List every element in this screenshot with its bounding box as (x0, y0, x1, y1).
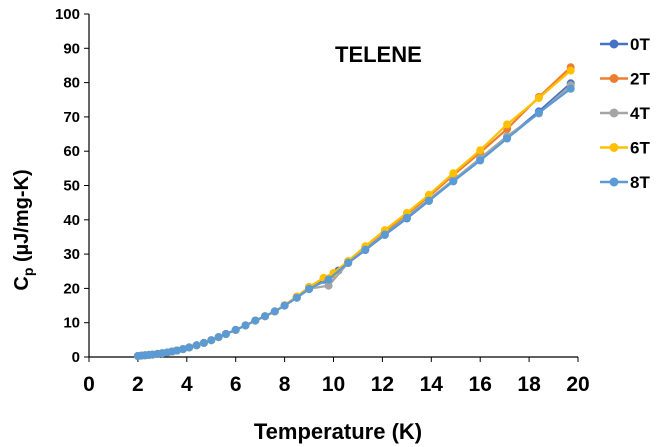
y-tick-label: 100 (55, 6, 80, 23)
data-point (270, 307, 279, 316)
legend-item-8T: 8T (600, 173, 650, 192)
y-axis-title-sub: p (20, 268, 36, 277)
legend-label: 4T (630, 104, 650, 123)
y-tick-label: 20 (63, 280, 80, 297)
series-8T (133, 84, 575, 360)
data-point (424, 190, 433, 199)
data-point (214, 333, 223, 342)
data-point (476, 146, 485, 155)
x-tick-label: 2 (132, 373, 144, 396)
x-tick-label: 14 (420, 373, 444, 396)
data-point (324, 281, 333, 290)
legend-item-6T: 6T (600, 139, 650, 158)
series-line (137, 66, 572, 358)
data-point (503, 120, 512, 129)
y-tick-label: 80 (63, 75, 80, 92)
data-point (231, 325, 240, 334)
data-point (280, 301, 289, 310)
series-6T (133, 66, 575, 360)
data-point (534, 94, 543, 102)
x-tick-label: 20 (566, 373, 589, 396)
y-tick-label: 30 (63, 246, 80, 263)
legend-item-4T: 4T (600, 104, 650, 123)
legend-label: 8T (630, 173, 650, 192)
data-point (173, 346, 181, 355)
x-tick-label: 6 (230, 373, 242, 396)
x-axis-title: Temperature (K) (254, 419, 422, 444)
data-point (241, 321, 250, 330)
legend-label: 6T (630, 139, 650, 158)
data-point (503, 134, 512, 143)
series-line (137, 69, 572, 358)
y-axis-title: Cp (µJ/mg-K) (11, 169, 36, 290)
x-tick-label: 16 (469, 373, 492, 396)
legend-item-2T: 2T (600, 70, 650, 89)
y-tick-label: 90 (63, 40, 80, 57)
data-point (221, 330, 230, 338)
data-point (324, 275, 333, 284)
data-point (251, 316, 260, 325)
data-point (185, 343, 194, 352)
data-point (534, 108, 543, 117)
y-tick-label: 60 (63, 143, 80, 160)
data-point (476, 156, 485, 165)
y-tick-label: 70 (63, 109, 80, 126)
chart-annotation: TELENE (335, 42, 422, 67)
legend-marker (609, 143, 619, 152)
data-point (402, 213, 411, 222)
y-axis-title-rest: (µJ/mg-K) (11, 169, 33, 267)
data-point (449, 177, 458, 186)
y-axis-title-main: C (11, 276, 33, 290)
data-point (380, 230, 389, 239)
data-point (179, 345, 188, 354)
x-tick-label: 8 (279, 373, 291, 396)
x-tick-label: 12 (371, 373, 394, 396)
y-tick-label: 0 (72, 349, 80, 366)
x-tick-label: 4 (181, 373, 193, 396)
data-point (207, 336, 216, 345)
data-point (292, 293, 301, 302)
legend-item-0T: 0T (600, 35, 650, 54)
data-point (361, 245, 370, 254)
y-tick-label: 10 (63, 315, 80, 332)
y-tick-label: 50 (63, 178, 80, 195)
legend-label: 2T (630, 70, 650, 89)
data-point (261, 312, 269, 321)
data-point (199, 338, 208, 347)
data-point (449, 169, 458, 178)
data-point (192, 341, 201, 350)
data-point (424, 196, 433, 205)
x-tick-label: 0 (83, 373, 95, 396)
x-tick-label: 10 (322, 373, 345, 396)
series-layer (133, 63, 575, 360)
data-point (566, 84, 575, 93)
legend-marker (609, 39, 619, 49)
legend-marker (609, 177, 619, 187)
legend-marker (609, 108, 619, 118)
x-tick-label: 18 (517, 373, 541, 396)
data-point (344, 258, 353, 267)
series-2T (133, 63, 575, 360)
legend-label: 0T (630, 35, 650, 54)
legend: 0T 2T 4T 6T 8T (600, 35, 650, 192)
data-point (305, 284, 314, 293)
axes: 0 10 20 30 40 50 60 70 80 90 100 0 2 4 6 8 10 12 14 16 18 20 (55, 6, 590, 396)
y-tick-label: 40 (63, 212, 80, 229)
legend-marker (609, 74, 619, 83)
data-point (566, 66, 575, 75)
